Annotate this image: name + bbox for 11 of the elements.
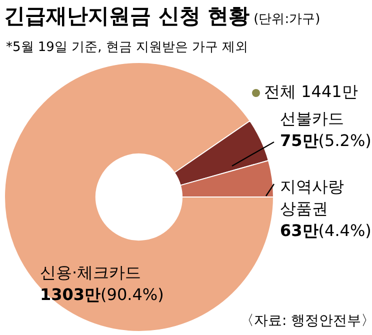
slice-label: 지역사랑 상품권 — [280, 176, 345, 220]
text: 전체 1441만 — [264, 82, 358, 103]
text: 〈자료: 행정안전부〉 — [240, 312, 372, 330]
chart-subtitle: (단위:가구) — [254, 12, 320, 27]
data-label: 75만(5.2%) — [280, 131, 372, 150]
slice-label: 선불카드 — [280, 108, 345, 130]
data-label: 63만(4.4%) — [280, 221, 372, 240]
text: *5월 19일 기준, 현금 지원받은 가구 제외 — [6, 39, 248, 56]
slice-label: 신용·체크카드 — [40, 262, 142, 284]
chart-title: 긴급재난지원금 신청 현황 — [4, 4, 250, 28]
data-label: 1303만(90.4%) — [40, 285, 164, 304]
